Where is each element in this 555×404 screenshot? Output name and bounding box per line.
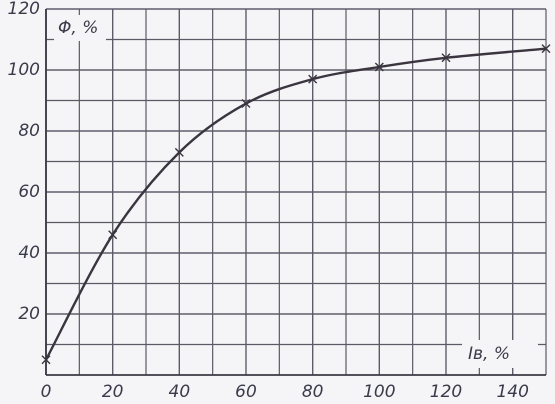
x-tick-label: 60 <box>235 382 257 402</box>
x-tick-label: 0 <box>41 382 52 402</box>
point-cross <box>541 44 551 54</box>
point-cross <box>41 355 51 365</box>
point-cross <box>374 62 384 72</box>
x-label-box <box>462 340 538 368</box>
y-tick-label: 100 <box>8 60 40 80</box>
point-cross <box>308 74 318 84</box>
point-cross <box>441 53 451 63</box>
x-tick-label: 80 <box>302 382 324 402</box>
point-cross <box>108 230 118 240</box>
x-tick-label: 20 <box>102 382 124 402</box>
y-tick-label: 40 <box>18 243 40 263</box>
x-tick-label: 120 <box>430 382 462 402</box>
y-axis-label: Φ, % <box>58 18 98 38</box>
y-tick-label: 80 <box>18 121 40 141</box>
y-tick-label: 60 <box>18 182 40 202</box>
y-tick-label: 20 <box>18 304 40 324</box>
curve <box>44 47 547 361</box>
y-label-box <box>54 15 106 41</box>
point-cross <box>241 99 251 109</box>
x-tick-label: 140 <box>496 382 528 402</box>
x-tick-label: 40 <box>169 382 191 402</box>
x-axis-label: Iв, % <box>468 344 510 364</box>
point-cross <box>174 147 184 157</box>
x-tick-label: 100 <box>363 382 395 402</box>
y-tick-label: 120 <box>8 0 40 19</box>
